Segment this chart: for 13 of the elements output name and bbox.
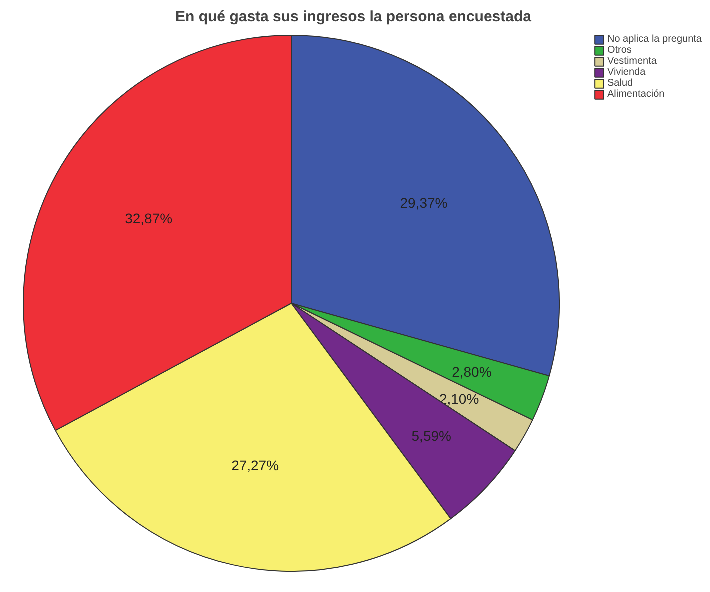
data-label: 2,10% <box>439 390 480 407</box>
legend-label: Vestimenta <box>607 56 657 67</box>
data-label: 29,37% <box>400 195 448 212</box>
legend-label: Otros <box>607 45 632 56</box>
data-label: 2,80% <box>452 364 492 380</box>
data-label: 5,59% <box>412 428 452 444</box>
legend-label: Salud <box>607 78 634 89</box>
data-label: 32,87% <box>125 210 173 226</box>
legend-label: No aplica la pregunta <box>607 34 702 45</box>
data-label: 27,27% <box>232 458 280 474</box>
chart-title: En qué gasta sus ingresos la persona encuestada <box>176 8 532 26</box>
legend-label: Vivienda <box>607 67 646 78</box>
legend-label: Alimentación <box>607 89 665 100</box>
